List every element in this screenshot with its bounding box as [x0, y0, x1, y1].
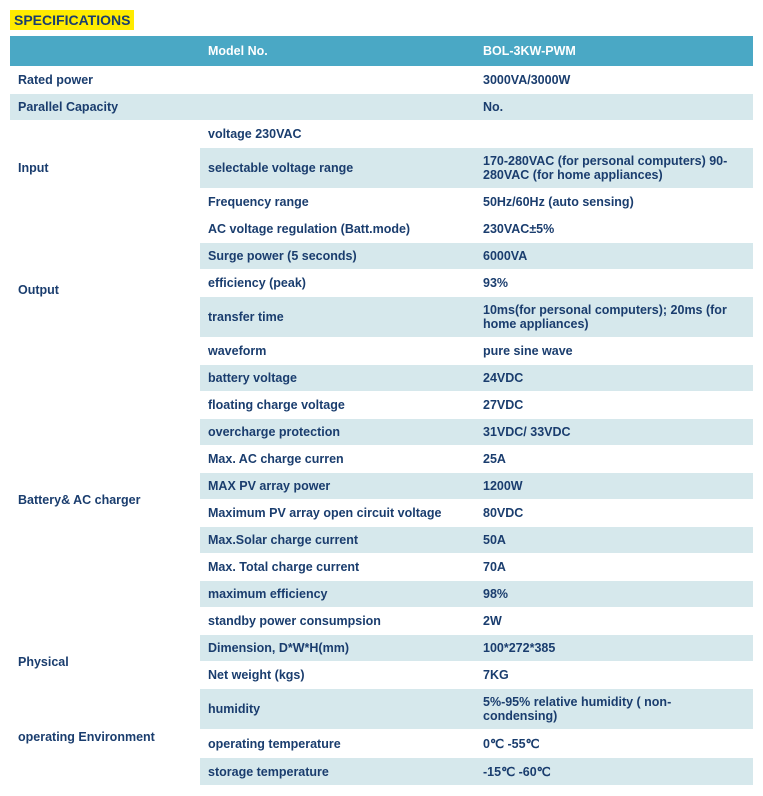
- param-label: Surge power (5 seconds): [200, 243, 475, 270]
- value-cell: No.: [475, 94, 753, 121]
- param-label: Net weight (kgs): [200, 662, 475, 689]
- value-cell: 70A: [475, 554, 753, 581]
- param-label: selectable voltage range: [200, 148, 475, 189]
- table-row: operating Environmenthumidity5%-95% rela…: [10, 689, 753, 730]
- value-cell: 31VDC/ 33VDC: [475, 419, 753, 446]
- group-label: Rated power: [10, 67, 475, 94]
- value-cell: 50Hz/60Hz (auto sensing): [475, 189, 753, 216]
- value-cell: 10ms(for personal computers); 20ms (for …: [475, 297, 753, 338]
- spec-table: Model No. BOL-3KW-PWM Rated power3000VA/…: [10, 36, 753, 786]
- value-cell: 5%-95% relative humidity ( non-condensin…: [475, 689, 753, 730]
- param-label: overcharge protection: [200, 419, 475, 446]
- value-cell: 6000VA: [475, 243, 753, 270]
- param-label: Max. AC charge curren: [200, 446, 475, 473]
- param-label: Frequency range: [200, 189, 475, 216]
- param-label: AC voltage regulation (Batt.mode): [200, 216, 475, 243]
- param-label: battery voltage: [200, 365, 475, 392]
- group-label: Output: [10, 216, 200, 365]
- table-row: Parallel CapacityNo.: [10, 94, 753, 121]
- param-label: MAX PV array power: [200, 473, 475, 500]
- param-label: Max.Solar charge current: [200, 527, 475, 554]
- value-cell: 1200W: [475, 473, 753, 500]
- group-label: Input: [10, 121, 200, 216]
- param-label: Maximum PV array open circuit voltage: [200, 500, 475, 527]
- param-label: storage temperature: [200, 758, 475, 786]
- value-cell: 170-280VAC (for personal computers) 90-2…: [475, 148, 753, 189]
- group-label: Parallel Capacity: [10, 94, 475, 121]
- param-label: efficiency (peak): [200, 270, 475, 297]
- param-label: maximum efficiency: [200, 581, 475, 608]
- value-cell: 50A: [475, 527, 753, 554]
- table-row: Inputvoltage 230VAC: [10, 121, 753, 148]
- value-cell: 230VAC±5%: [475, 216, 753, 243]
- value-cell: 7KG: [475, 662, 753, 689]
- value-cell: 100*272*385: [475, 635, 753, 662]
- value-cell: 27VDC: [475, 392, 753, 419]
- param-label: waveform: [200, 338, 475, 365]
- param-label: Max. Total charge current: [200, 554, 475, 581]
- group-label: Battery& AC charger: [10, 365, 200, 635]
- param-label: standby power consumpsion: [200, 608, 475, 635]
- value-cell: 98%: [475, 581, 753, 608]
- table-row: PhysicalDimension, D*W*H(mm)100*272*385: [10, 635, 753, 662]
- value-cell: 25A: [475, 446, 753, 473]
- section-title: SPECIFICATIONS: [10, 10, 134, 30]
- param-label: transfer time: [200, 297, 475, 338]
- value-cell: 0℃ -55℃: [475, 730, 753, 758]
- table-row: Battery& AC chargerbattery voltage24VDC: [10, 365, 753, 392]
- param-label: floating charge voltage: [200, 392, 475, 419]
- param-label: Dimension, D*W*H(mm): [200, 635, 475, 662]
- value-cell: 2W: [475, 608, 753, 635]
- param-label: humidity: [200, 689, 475, 730]
- group-label: Physical: [10, 635, 200, 689]
- group-label: operating Environment: [10, 689, 200, 786]
- value-cell: 80VDC: [475, 500, 753, 527]
- value-cell: pure sine wave: [475, 338, 753, 365]
- value-cell: [475, 121, 753, 148]
- param-label: operating temperature: [200, 730, 475, 758]
- header-col3: BOL-3KW-PWM: [475, 36, 753, 67]
- table-row: OutputAC voltage regulation (Batt.mode)2…: [10, 216, 753, 243]
- param-label: voltage 230VAC: [200, 121, 475, 148]
- table-header: Model No. BOL-3KW-PWM: [10, 36, 753, 67]
- value-cell: -15℃ -60℃: [475, 758, 753, 786]
- value-cell: 3000VA/3000W: [475, 67, 753, 94]
- value-cell: 24VDC: [475, 365, 753, 392]
- value-cell: 93%: [475, 270, 753, 297]
- header-col2: Model No.: [200, 36, 475, 67]
- header-col1: [10, 36, 200, 67]
- table-row: Rated power3000VA/3000W: [10, 67, 753, 94]
